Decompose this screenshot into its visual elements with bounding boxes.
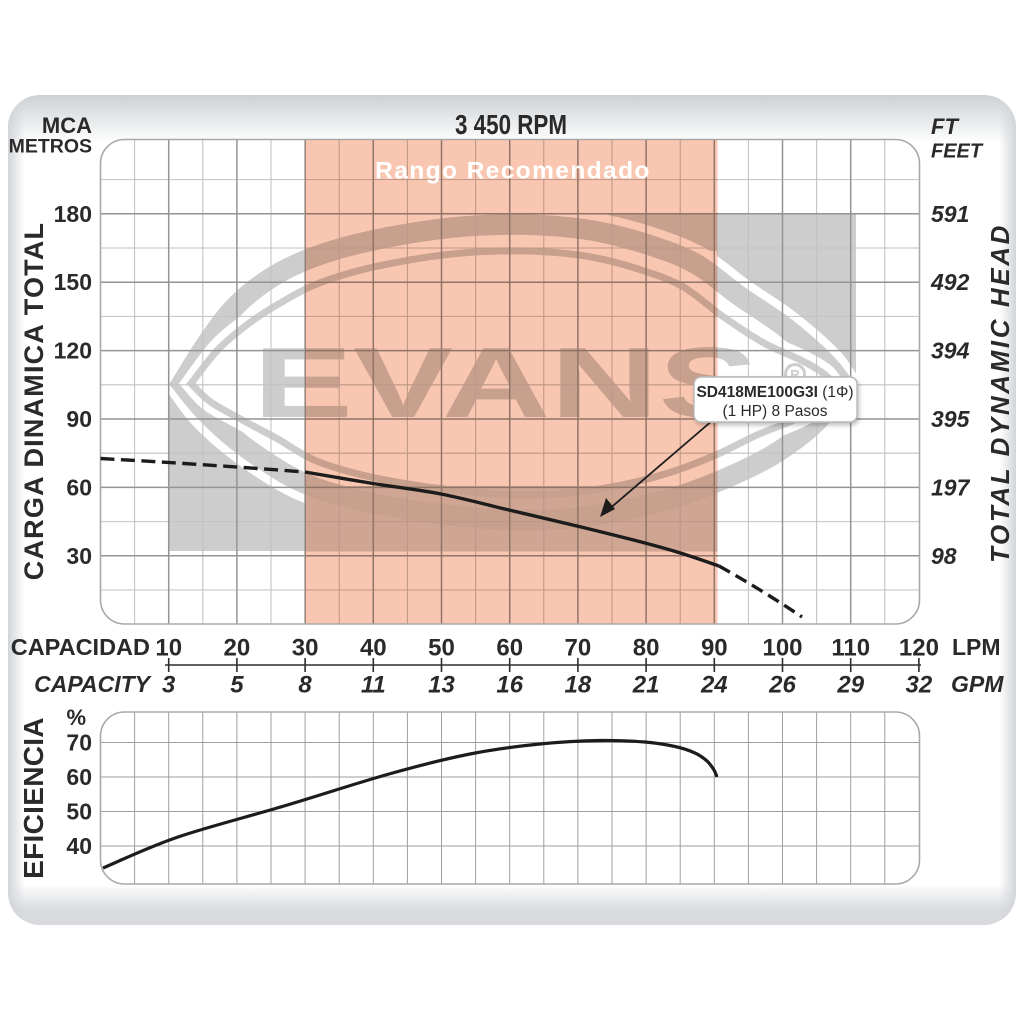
svg-text:EFICIENCIA: EFICIENCIA — [18, 717, 49, 879]
svg-text:50: 50 — [428, 635, 455, 662]
svg-text:FEET: FEET — [931, 141, 984, 163]
svg-text:10: 10 — [155, 635, 182, 662]
svg-text:60: 60 — [66, 474, 92, 500]
svg-text:SD418ME100G3I (1Φ): SD418ME100G3I (1Φ) — [696, 384, 853, 401]
svg-text:60: 60 — [496, 635, 523, 662]
svg-text:3 450 RPM: 3 450 RPM — [455, 110, 567, 141]
svg-text:11: 11 — [361, 672, 386, 699]
svg-text:8: 8 — [298, 672, 312, 699]
svg-text:180: 180 — [54, 201, 92, 227]
svg-text:197: 197 — [931, 474, 971, 500]
svg-text:80: 80 — [633, 635, 660, 662]
svg-text:32: 32 — [906, 672, 933, 699]
svg-text:492: 492 — [930, 269, 970, 295]
svg-text:40: 40 — [360, 635, 387, 662]
svg-text:29: 29 — [836, 672, 864, 699]
svg-text:395: 395 — [931, 406, 971, 432]
svg-text:30: 30 — [292, 635, 319, 662]
svg-text:TOTAL DYNAMIC HEAD: TOTAL DYNAMIC HEAD — [985, 223, 1015, 563]
svg-text:90: 90 — [66, 406, 92, 432]
svg-text:50: 50 — [66, 799, 92, 825]
svg-text:Rango Recomendado: Rango Recomendado — [375, 158, 651, 185]
svg-text:394: 394 — [931, 338, 970, 364]
svg-text:16: 16 — [496, 672, 523, 699]
svg-text:LPM: LPM — [952, 634, 1001, 660]
svg-text:120: 120 — [899, 635, 939, 662]
svg-text:30: 30 — [66, 543, 92, 569]
svg-text:98: 98 — [931, 543, 957, 569]
svg-text:591: 591 — [931, 201, 969, 227]
svg-text:70: 70 — [565, 635, 592, 662]
svg-text:150: 150 — [54, 269, 92, 295]
svg-text:MCA: MCA — [42, 113, 92, 138]
svg-text:120: 120 — [54, 338, 92, 364]
svg-text:CAPACIDAD: CAPACIDAD — [11, 634, 150, 660]
svg-text:R: R — [790, 367, 800, 382]
svg-text:60: 60 — [66, 764, 92, 790]
svg-text:90: 90 — [701, 635, 728, 662]
svg-text:110: 110 — [831, 635, 870, 662]
svg-text:100: 100 — [762, 635, 802, 662]
svg-text:(1 HP) 8 Pasos: (1 HP) 8 Pasos — [722, 403, 827, 420]
svg-text:FT: FT — [931, 114, 959, 139]
svg-text:13: 13 — [428, 672, 455, 699]
svg-text:5: 5 — [230, 672, 244, 699]
svg-text:18: 18 — [565, 672, 592, 699]
svg-text:%: % — [66, 705, 86, 730]
svg-text:40: 40 — [66, 833, 92, 859]
svg-text:CARGA DINAMICA TOTAL: CARGA DINAMICA TOTAL — [19, 222, 49, 580]
svg-text:GPM: GPM — [951, 671, 1004, 697]
svg-text:24: 24 — [700, 672, 728, 699]
svg-text:20: 20 — [224, 635, 251, 662]
svg-text:26: 26 — [768, 672, 796, 699]
svg-text:21: 21 — [632, 672, 660, 699]
svg-text:METROS: METROS — [9, 136, 92, 158]
svg-text:CAPACITY: CAPACITY — [34, 671, 153, 697]
svg-text:3: 3 — [162, 672, 176, 699]
svg-text:70: 70 — [66, 730, 92, 756]
